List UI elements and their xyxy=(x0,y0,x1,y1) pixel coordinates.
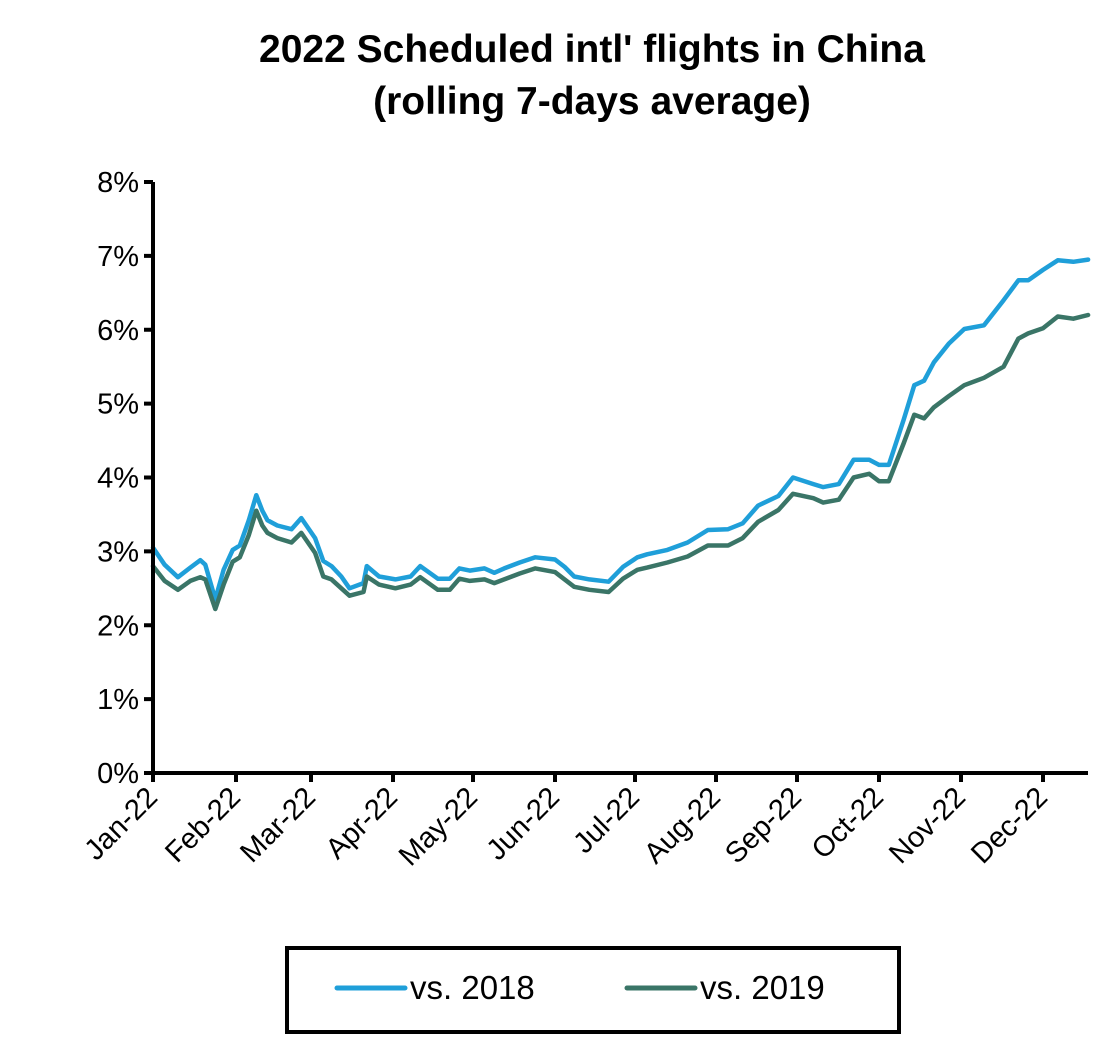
series-lines xyxy=(150,257,1091,612)
x-tick-label: Feb-22 xyxy=(159,781,247,869)
y-tick-label: 1% xyxy=(97,684,139,716)
x-tick-label: Jul-22 xyxy=(567,781,645,859)
x-tick-label: Dec-22 xyxy=(965,781,1054,870)
legend-label-vs-2018: vs. 2018 xyxy=(410,969,535,1006)
x-tick-label: Apr-22 xyxy=(320,781,404,865)
series-line-vs-2019 xyxy=(150,312,1091,612)
chart-title-line-2: (rolling 7-days average) xyxy=(373,80,811,123)
x-tick-label: Jan-22 xyxy=(79,781,164,866)
x-tick-label: Sep-22 xyxy=(719,781,808,870)
y-tick-label: 5% xyxy=(97,389,139,421)
y-tick-label: 0% xyxy=(97,758,139,790)
x-tick-label: Jun-22 xyxy=(481,781,566,866)
x-tick-label: Oct-22 xyxy=(806,781,890,865)
series-line-vs-2018 xyxy=(150,257,1091,602)
y-axis-ticks: 0% 1% 2% 3% 4% 5% 6% 7% 8% xyxy=(97,167,153,790)
y-tick-label: 4% xyxy=(97,463,139,495)
x-tick-label: Mar-22 xyxy=(234,781,322,869)
y-tick-label: 3% xyxy=(97,536,139,568)
chart-title: 2022 Scheduled intl' flights in China (r… xyxy=(259,28,925,123)
y-tick-label: 2% xyxy=(97,610,139,642)
y-tick-label: 8% xyxy=(97,167,139,199)
x-tick-label: Aug-22 xyxy=(638,781,727,870)
legend-label-vs-2019: vs. 2019 xyxy=(700,969,825,1006)
legend: vs. 2018 vs. 2019 xyxy=(285,946,901,1034)
chart-title-line-1: 2022 Scheduled intl' flights in China xyxy=(259,28,925,71)
x-tick-label: May-22 xyxy=(393,781,484,872)
x-tick-label: Nov-22 xyxy=(883,781,972,870)
y-tick-label: 7% xyxy=(97,241,139,273)
y-tick-label: 6% xyxy=(97,315,139,347)
